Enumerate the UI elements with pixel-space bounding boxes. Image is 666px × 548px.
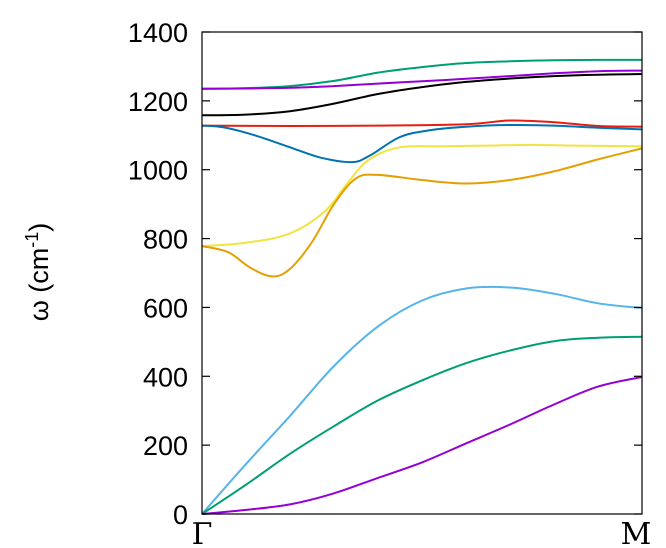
y-tick-label: 1400 — [128, 18, 188, 48]
series-line-1 — [201, 58, 643, 90]
y-tick-label: 800 — [143, 225, 188, 255]
y-tick-label: 1000 — [128, 156, 188, 186]
y-tick-label: 200 — [143, 431, 188, 461]
y-tick-label: 600 — [143, 293, 188, 323]
y-axis-title: ω (cm-1) — [22, 223, 54, 322]
series-line-10 — [201, 376, 643, 515]
series-line-9 — [201, 335, 643, 515]
series-line-6 — [201, 143, 643, 248]
plot-frame — [201, 31, 643, 515]
series-line-5 — [201, 123, 643, 164]
series-line-8 — [201, 285, 643, 515]
series-line-4 — [201, 119, 643, 128]
y-axis: 0 200 400 600 800 1000 1200 1400 — [128, 18, 642, 530]
series-layer — [201, 58, 643, 515]
x-tick-label: Γ — [192, 517, 213, 548]
series-line-3 — [201, 73, 643, 117]
y-tick-label: 1200 — [128, 87, 188, 117]
series-line-7 — [201, 147, 643, 278]
y-tick-label: 400 — [143, 362, 188, 392]
y-tick-label: 0 — [173, 500, 188, 530]
series-line-2 — [201, 69, 643, 90]
x-tick-label: M — [621, 517, 652, 548]
